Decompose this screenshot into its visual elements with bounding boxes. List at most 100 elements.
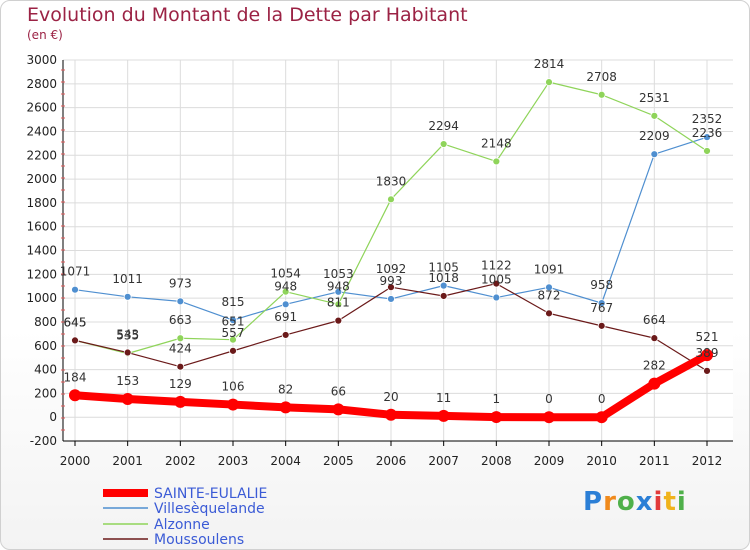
logo-letter: r — [603, 487, 617, 517]
data-label: 0 — [545, 392, 553, 406]
data-point — [597, 299, 606, 308]
legend-label: Alzonne — [154, 517, 210, 533]
grid — [63, 59, 733, 442]
data-point — [387, 283, 395, 292]
x-tick-label: 2000 — [60, 454, 91, 468]
data-point — [69, 389, 81, 402]
data-point — [597, 321, 606, 330]
data-point — [703, 133, 711, 142]
data-label: 82 — [278, 382, 293, 396]
data-label: 663 — [169, 313, 192, 327]
data-label: 20 — [383, 390, 398, 404]
data-point — [176, 334, 185, 343]
data-label: 129 — [169, 377, 192, 391]
data-point — [543, 411, 555, 424]
data-point — [439, 292, 448, 300]
x-axis: 2000 2001 2002 2003 2004 2005 2006 2007 2008 2009… — [60, 440, 733, 468]
data-point — [650, 334, 659, 343]
y-tick-label: 2800 — [26, 77, 57, 91]
y-tick-label: 2600 — [26, 101, 57, 115]
data-label: 811 — [327, 296, 350, 310]
data-label: 2708 — [586, 70, 617, 84]
data-label: 767 — [590, 301, 613, 315]
data-point — [176, 297, 185, 306]
chart-title: Evolution du Montant de la Dette par Hab… — [27, 4, 468, 26]
legend: SAINTE-EULALIEVillesèquelandeAlzonneMous… — [103, 486, 267, 548]
data-point — [334, 316, 343, 325]
data-point — [71, 336, 79, 345]
data-point — [545, 309, 553, 318]
y-tick-label: 800 — [34, 315, 57, 329]
data-point — [439, 281, 448, 290]
data-point — [174, 395, 187, 408]
data-point — [281, 300, 290, 309]
data-label: 1054 — [270, 267, 301, 281]
data-point — [229, 316, 237, 325]
data-point — [334, 300, 343, 309]
data-point — [121, 392, 134, 405]
data-label: 973 — [169, 276, 192, 290]
data-point — [650, 150, 659, 159]
data-point — [597, 90, 606, 99]
y-tick-label: 2400 — [26, 124, 57, 138]
data-label: 2531 — [639, 91, 670, 105]
data-point — [492, 157, 501, 166]
data-point — [176, 362, 185, 371]
x-tick-label: 2002 — [165, 454, 196, 468]
y-tick-label: 2000 — [26, 172, 57, 186]
data-label: 872 — [538, 288, 561, 302]
data-label: 424 — [169, 342, 192, 356]
data-label: 184 — [64, 370, 87, 384]
data-point — [703, 147, 711, 155]
data-point — [648, 377, 661, 390]
data-point — [281, 331, 290, 339]
y-tick-label: 1000 — [26, 291, 57, 305]
data-label: 521 — [696, 330, 719, 344]
data-label: 535 — [116, 328, 139, 342]
y-tick-label: 1800 — [26, 196, 57, 210]
data-label: 1092 — [376, 262, 407, 276]
data-label: 1053 — [323, 267, 354, 281]
data-point — [387, 295, 395, 303]
x-tick-label: 2012 — [692, 454, 723, 468]
y-tick-label: 1200 — [26, 267, 57, 281]
data-label: 645 — [64, 315, 87, 329]
data-label: 1122 — [481, 259, 512, 273]
data-label: 948 — [274, 279, 297, 293]
data-label: 651 — [222, 315, 245, 329]
data-point — [227, 398, 239, 411]
data-label: 2294 — [428, 119, 459, 133]
x-tick-label: 2008 — [481, 454, 512, 468]
data-point — [123, 292, 132, 301]
data-label: 1005 — [481, 273, 512, 287]
logo-letter: x — [635, 487, 654, 517]
data-point — [437, 409, 450, 422]
x-tick-label: 2004 — [270, 454, 301, 468]
data-label: 691 — [274, 310, 297, 324]
data-label: 1071 — [60, 265, 91, 279]
legend-label: Villesèquelande — [154, 501, 265, 517]
data-label: 993 — [380, 274, 403, 288]
data-label: 815 — [222, 295, 245, 309]
data-label: 2236 — [692, 126, 723, 140]
logo-letter: o — [616, 487, 636, 517]
data-label: 1 — [493, 392, 501, 406]
data-label: 543 — [116, 328, 139, 342]
data-point — [703, 366, 711, 375]
data-label: 2148 — [481, 136, 512, 150]
data-point — [279, 401, 292, 414]
logo-letter: P — [583, 487, 604, 517]
data-label: 0 — [598, 392, 606, 406]
data-point — [123, 348, 132, 357]
data-label: 2352 — [692, 112, 723, 126]
data-label: 66 — [331, 384, 346, 398]
data-point — [332, 403, 345, 416]
data-point — [545, 78, 553, 87]
data-point — [650, 111, 659, 120]
data-point — [229, 335, 237, 344]
x-tick-label: 2007 — [428, 454, 459, 468]
x-tick-label: 2009 — [534, 454, 565, 468]
logo-letter: t — [663, 487, 677, 517]
y-tick-label: 400 — [34, 363, 57, 377]
